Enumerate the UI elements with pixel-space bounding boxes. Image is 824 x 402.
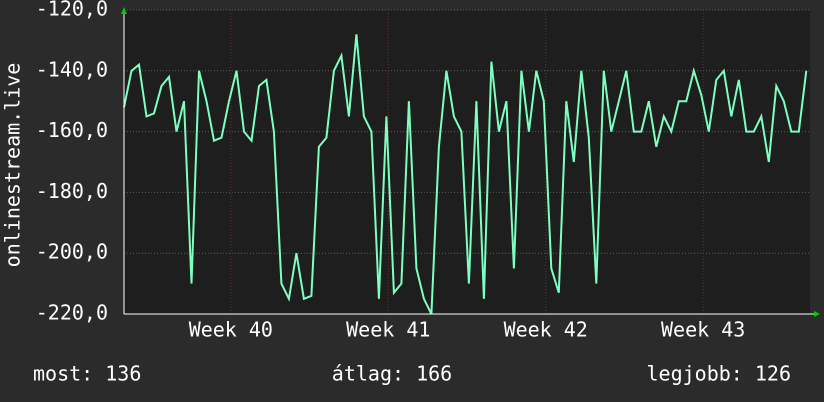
y-tick-label: -160,0	[36, 118, 108, 142]
x-tick-label: Week 43	[661, 318, 745, 342]
y-tick-label: -120,0	[36, 0, 108, 21]
x-arrow	[814, 311, 820, 317]
y-tick-label: -200,0	[36, 240, 108, 264]
y-tick-label: -180,0	[36, 179, 108, 203]
x-tick-label: Week 41	[346, 318, 430, 342]
y-axis-label: onlinestream.live	[1, 63, 25, 268]
plot-area	[124, 10, 810, 314]
y-tick-label: -220,0	[36, 301, 108, 325]
summary-stat: most: 136	[33, 362, 141, 386]
x-tick-label: Week 42	[504, 318, 588, 342]
x-tick-label: Week 40	[189, 318, 273, 342]
series-line	[123, 34, 808, 315]
summary-stat: legjobb: 126	[647, 362, 792, 386]
y-tick-label: -140,0	[36, 57, 108, 81]
y-arrow	[121, 7, 127, 14]
summary-stat: átlag: 166	[332, 362, 452, 386]
